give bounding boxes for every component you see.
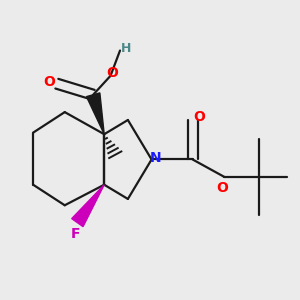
Text: O: O (217, 181, 229, 195)
Text: O: O (193, 110, 205, 124)
Polygon shape (72, 185, 104, 226)
Text: N: N (150, 151, 161, 165)
Text: F: F (71, 227, 80, 241)
Text: O: O (106, 66, 118, 80)
Text: O: O (43, 75, 55, 89)
Text: H: H (121, 42, 131, 56)
Polygon shape (86, 93, 104, 134)
